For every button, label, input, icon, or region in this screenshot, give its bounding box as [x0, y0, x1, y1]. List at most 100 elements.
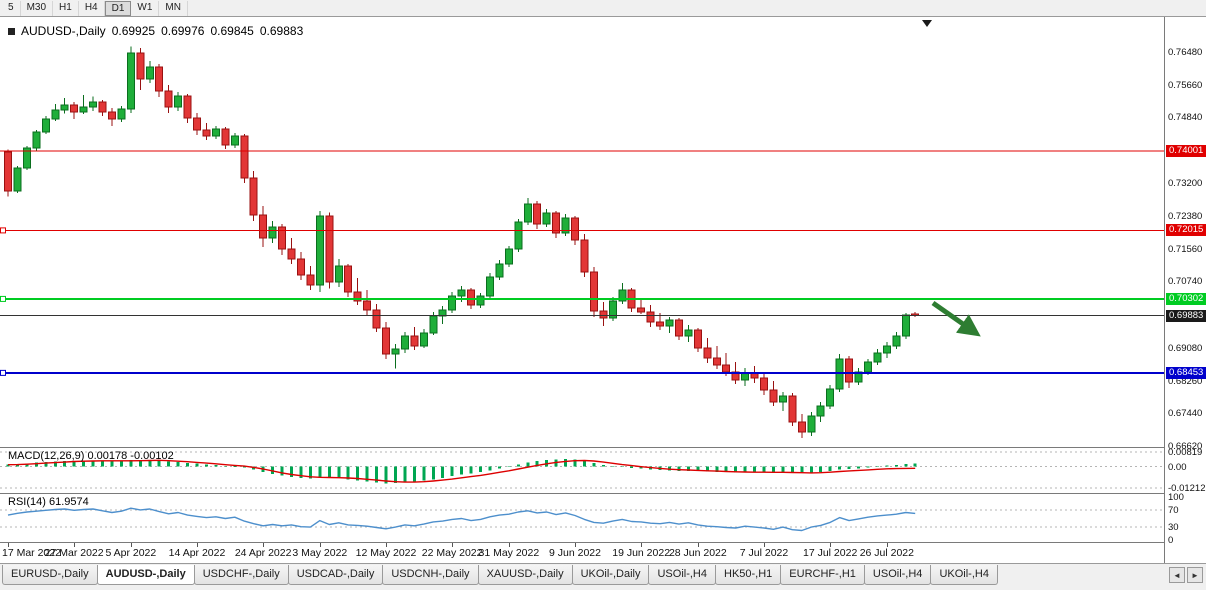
candle-bearish: [589, 271, 598, 312]
candle-bullish: [807, 415, 816, 433]
macd-histogram-bar: [157, 460, 161, 467]
macd-histogram-bar: [857, 466, 860, 469]
macd-histogram-bar: [384, 466, 388, 484]
main-chart-canvas[interactable]: [0, 17, 1164, 447]
time-axis-tick: [575, 543, 576, 547]
macd-histogram-bar: [601, 465, 605, 467]
macd-histogram-bar: [460, 466, 464, 475]
macd-histogram-bar: [705, 466, 709, 472]
price-tick-label: 0.70740: [1168, 276, 1203, 288]
time-axis-tick: [8, 543, 9, 547]
macd-histogram-bar: [630, 466, 634, 468]
chart-tab-usdcnh-daily[interactable]: USDCNH-,Daily: [382, 565, 479, 585]
candle-bearish: [98, 101, 107, 113]
timeframe-button-w1[interactable]: W1: [131, 0, 160, 16]
macd-signal-line: [7, 459, 916, 483]
tab-scroll-left-icon[interactable]: ◄: [1169, 567, 1185, 583]
time-axis-label: 26 Jul 2022: [859, 547, 914, 559]
time-axis-label: 3 May 2022: [292, 547, 348, 559]
chart-tab-usdchf-daily[interactable]: USDCHF-,Daily: [193, 565, 289, 585]
timeframe-button-h4[interactable]: H4: [79, 0, 105, 16]
candle-bullish: [419, 332, 428, 347]
macd-histogram-bar: [497, 466, 501, 469]
level-anchor-handle[interactable]: [0, 369, 6, 376]
price-tick-label: 0.73200: [1168, 178, 1203, 189]
time-axis-tick: [764, 543, 765, 547]
candle-bearish: [637, 307, 646, 313]
macd-histogram-bar: [186, 462, 190, 467]
macd-histogram-bar: [403, 466, 407, 483]
rsi-panel-canvas[interactable]: [0, 494, 1164, 542]
price-tick-label: 0.69080: [1168, 342, 1203, 354]
macd-histogram-bar: [790, 466, 794, 473]
chart-shift-marker-icon[interactable]: [922, 20, 932, 27]
price-axis[interactable]: 0.76480 0.75660 0.74840 0.73200 0.72380 0.715…: [1165, 0, 1206, 563]
rsi-panel-separator[interactable]: [0, 493, 1206, 494]
macd-histogram-bar: [63, 461, 67, 467]
rsi-value: 61.9574: [48, 496, 89, 508]
candle-bullish: [495, 263, 504, 278]
rsi-indicator-label: RSI(14) 61.9574: [8, 496, 89, 508]
chart-tab-usoil-h4[interactable]: USOil-,H4: [863, 565, 932, 585]
level-anchor-handle[interactable]: [0, 227, 6, 234]
time-axis-label: 31 May 2022: [478, 547, 540, 559]
candle-bullish: [117, 108, 126, 120]
candle-bullish: [126, 52, 135, 110]
price-tick-label: 0.75660: [1168, 79, 1203, 91]
time-axis-tick: [830, 543, 832, 547]
time-axis[interactable]: 17 Mar 2022 27 Mar 2022 5 Apr 2022 14 Apr 2…: [0, 543, 1164, 563]
macd-histogram-bar: [781, 466, 785, 473]
time-axis-tick: [263, 543, 265, 547]
time-axis-tick: [641, 543, 643, 547]
timeframe-button-mn[interactable]: MN: [159, 0, 188, 16]
trend-arrow-annotation[interactable]: [931, 300, 981, 337]
chart-tab-ukoil-daily[interactable]: UKOil-,Daily: [571, 565, 650, 585]
candle-bearish: [731, 371, 740, 381]
time-axis-label: 14 Apr 2022: [168, 547, 226, 559]
macd-histogram-bar: [875, 466, 879, 468]
chart-tab-hk50-h1[interactable]: HK50-,H1: [715, 565, 782, 585]
chart-tab-eurusd-daily[interactable]: EURUSD-,Daily: [2, 565, 98, 585]
macd-histogram-bar: [356, 466, 360, 481]
candle-bearish: [221, 128, 230, 146]
candle-bearish: [674, 319, 683, 337]
timeframe-button-d1[interactable]: D1: [104, 0, 132, 16]
macd-histogram-bar: [195, 463, 199, 467]
timeframe-button-5[interactable]: 5: [2, 0, 21, 16]
timeframe-button-m30[interactable]: M30: [21, 0, 54, 16]
chart-tab-usoil-h4[interactable]: USOil-,H4: [648, 565, 716, 585]
macd-histogram-bar: [838, 466, 842, 470]
candle-bearish: [797, 421, 806, 433]
macd-histogram-bar: [507, 466, 511, 468]
candle-bullish: [429, 315, 438, 334]
level-anchor-handle[interactable]: [0, 295, 6, 302]
chart-symbol-period: AUDUSD-,Daily: [21, 24, 106, 38]
macd-panel-separator[interactable]: [0, 447, 1206, 448]
candle-bullish: [145, 66, 154, 80]
chart-tab-ukoil-h4[interactable]: UKOil-,H4: [930, 565, 998, 585]
chart-tab-usdcad-daily[interactable]: USDCAD-,Daily: [287, 565, 384, 585]
candle-bullish: [60, 104, 69, 111]
timeframe-button-h1[interactable]: H1: [53, 0, 79, 16]
macd-panel-canvas[interactable]: [0, 448, 1164, 493]
rsi-axis-label: 70: [1168, 504, 1179, 516]
chart-tab-xauusd-daily[interactable]: XAUUSD-,Daily: [477, 565, 573, 585]
tab-scroll-right-icon[interactable]: ►: [1187, 567, 1203, 583]
candle-bearish: [646, 311, 655, 323]
macd-histogram-bar: [214, 465, 218, 467]
candle-bullish: [618, 289, 627, 302]
macd-histogram-bar: [138, 459, 142, 467]
timeframe-toolbar: 5 M30 H1 H4 D1 W1 MN: [0, 0, 1206, 17]
macd-histogram-bar: [82, 460, 86, 467]
candle-bearish: [306, 274, 315, 286]
macd-histogram-bar: [101, 460, 104, 467]
chart-tab-audusd-daily[interactable]: AUDUSD-,Daily: [96, 565, 195, 585]
macd-values: 0.00178 -0.00102: [87, 450, 174, 462]
ohlc-open: 0.69925: [111, 24, 156, 38]
chart-tab-eurchf-h1[interactable]: EURCHF-,H1: [780, 565, 865, 585]
macd-histogram-bar: [592, 462, 596, 467]
candle-bearish: [193, 117, 201, 131]
candle-bullish: [174, 95, 183, 108]
macd-histogram-bar: [72, 460, 76, 467]
candle-bullish: [268, 226, 277, 239]
